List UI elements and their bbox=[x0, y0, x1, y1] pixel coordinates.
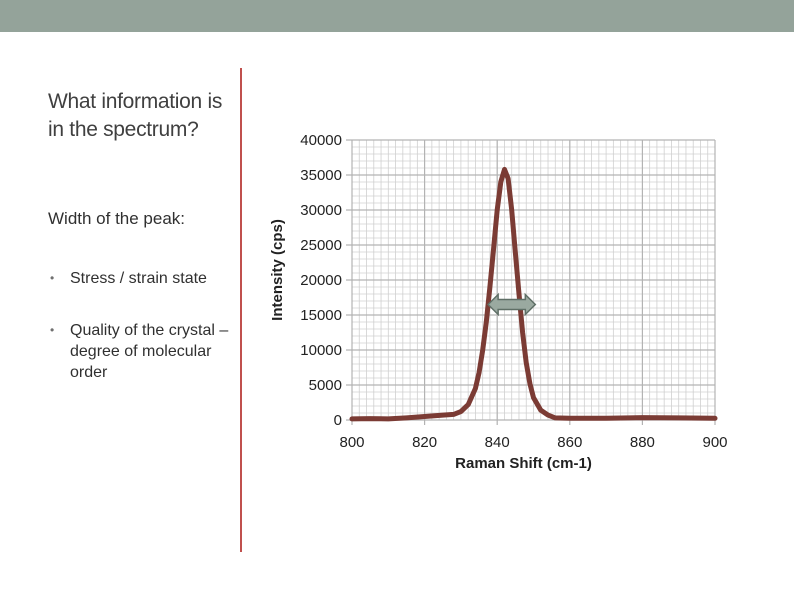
bullet-dot-icon: • bbox=[50, 271, 55, 285]
x-tick-label: 860 bbox=[557, 434, 582, 451]
bullet-text: Stress / strain state bbox=[70, 270, 207, 287]
x-tick-labels: 800 820 840 860 880 900 bbox=[339, 434, 727, 451]
top-bar bbox=[0, 0, 794, 32]
y-tick-label: 35000 bbox=[300, 167, 342, 184]
y-tick-label: 30000 bbox=[300, 202, 342, 219]
y-tick-label: 0 bbox=[334, 412, 342, 429]
x-tick-label: 800 bbox=[339, 434, 364, 451]
slide-title: What information is in the spectrum? bbox=[48, 90, 223, 141]
y-tick-labels: 0 5000 10000 15000 20000 25000 30000 35000 40000 bbox=[300, 132, 342, 429]
x-tick-label: 880 bbox=[630, 434, 655, 451]
bullet-text: Quality of the crystal – degree of molec… bbox=[70, 322, 229, 381]
y-tick-label: 20000 bbox=[300, 272, 342, 289]
y-tick-label: 25000 bbox=[300, 237, 342, 254]
peak-width-arrow bbox=[487, 292, 537, 317]
vertical-divider bbox=[240, 68, 242, 552]
x-tick-label: 900 bbox=[702, 434, 727, 451]
bullet-item: • Stress / strain state bbox=[48, 268, 233, 289]
y-tick-label: 5000 bbox=[309, 377, 342, 394]
raman-chart: 0 5000 10000 15000 20000 25000 30000 35000 40000… bbox=[269, 132, 728, 472]
subheading: Width of the peak: bbox=[48, 209, 186, 228]
y-tick-label: 40000 bbox=[300, 132, 342, 149]
y-axis-label: Intensity (cps) bbox=[269, 219, 286, 321]
spectrum-series-line bbox=[349, 166, 718, 422]
y-tick-label: 15000 bbox=[300, 307, 342, 324]
bullet-list: • Stress / strain state • Quality of the… bbox=[48, 268, 233, 414]
x-axis-label: Raman Shift (cm-1) bbox=[455, 455, 592, 472]
y-tick-label: 10000 bbox=[300, 342, 342, 359]
bullet-dot-icon: • bbox=[50, 323, 55, 337]
bullet-item: • Quality of the crystal – degree of mol… bbox=[48, 320, 233, 383]
x-tick-label: 840 bbox=[485, 434, 510, 451]
x-tick-label: 820 bbox=[412, 434, 437, 451]
